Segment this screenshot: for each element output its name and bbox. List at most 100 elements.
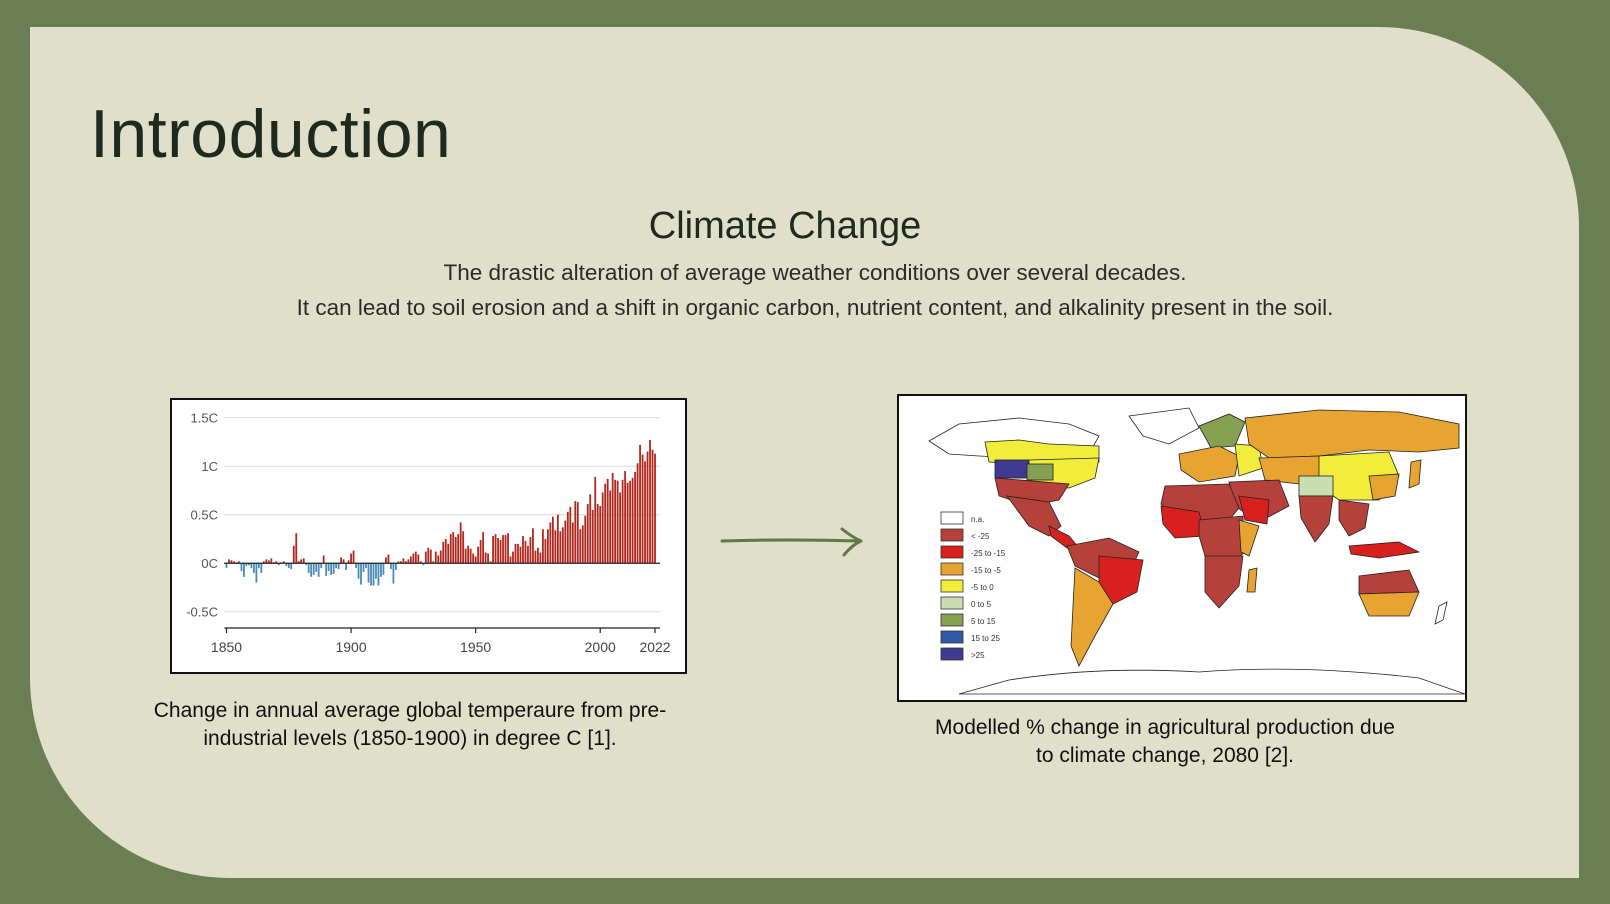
bar <box>407 559 410 564</box>
definition-text: The drastic alteration of average weathe… <box>443 260 1187 285</box>
bar <box>262 561 265 564</box>
bar <box>382 563 385 575</box>
x-tick-label: 2022 <box>639 639 670 655</box>
bar <box>589 494 592 564</box>
bar <box>295 533 298 564</box>
map-region-greenland <box>1128 407 1200 445</box>
bar <box>397 561 400 564</box>
temperature-chart-svg: 1.5C 1C 0.5C 0C -0.5C 1850 1900 1950 2000 2022 <box>186 411 671 655</box>
x-tick-label: 1950 <box>460 639 491 655</box>
bar <box>340 557 342 564</box>
bar <box>651 449 654 564</box>
bar <box>347 560 350 564</box>
bar <box>489 561 492 564</box>
bar <box>442 541 445 564</box>
bar <box>385 557 387 564</box>
bar <box>459 522 462 564</box>
bar <box>322 555 325 564</box>
map-region-west-europe <box>1178 445 1240 483</box>
map-region-central-usa <box>1026 463 1054 481</box>
bar <box>315 563 318 572</box>
bar <box>372 563 375 586</box>
content-panel: Introduction Climate Change The drastic … <box>30 27 1579 878</box>
bar <box>437 555 440 564</box>
bar <box>330 563 333 575</box>
bar <box>342 559 345 564</box>
bar <box>556 514 559 564</box>
x-tick-label: 1850 <box>211 639 242 655</box>
bar <box>586 504 589 564</box>
bar <box>561 527 564 564</box>
bar <box>616 480 619 564</box>
bar <box>250 563 253 569</box>
temperature-chart: 1.5C 1C 0.5C 0C -0.5C 1850 1900 1950 2000 2022 <box>170 398 687 674</box>
bar <box>327 563 330 571</box>
bar <box>320 563 323 569</box>
bar <box>532 528 534 564</box>
legend-label: -5 to 0 <box>971 583 994 592</box>
bar <box>502 535 504 564</box>
y-tick-label: -0.5C <box>186 605 218 620</box>
page-title: Introduction <box>90 96 452 172</box>
bar <box>626 482 629 564</box>
legend-label: < -25 <box>971 532 990 541</box>
bar <box>267 560 270 564</box>
bar <box>362 563 365 572</box>
bar <box>332 563 335 574</box>
bar <box>534 550 537 564</box>
bar <box>644 461 646 564</box>
bar <box>599 505 602 564</box>
map-region-west-usa <box>994 459 1030 479</box>
section-heading: Climate Change <box>648 205 922 247</box>
bar <box>479 539 482 564</box>
bar <box>467 545 470 564</box>
map-region-japan <box>1408 459 1422 489</box>
bar <box>243 563 245 577</box>
y-tick-label: 1.5C <box>191 411 218 426</box>
bar <box>641 454 644 564</box>
bar <box>265 559 268 564</box>
bar <box>634 472 636 564</box>
bar <box>350 553 352 564</box>
bar <box>395 563 397 571</box>
bar <box>482 532 485 564</box>
bar <box>549 522 552 564</box>
map-region-southeast-asia <box>1338 499 1370 537</box>
bar <box>639 444 641 564</box>
bar <box>302 558 305 564</box>
bar <box>604 483 607 564</box>
temperature-chart-caption: Change in annual average global temperau… <box>153 699 667 750</box>
bar <box>365 563 367 569</box>
bar <box>419 561 422 564</box>
bar <box>292 545 295 564</box>
bar <box>257 563 260 569</box>
bar <box>290 563 293 570</box>
bar <box>325 563 328 576</box>
bar <box>375 563 377 579</box>
bar <box>569 506 572 564</box>
bar <box>454 537 457 564</box>
map-region-southern-africa <box>1204 555 1244 609</box>
bar <box>285 563 288 567</box>
map-region-east-china <box>1368 473 1400 501</box>
bar <box>649 440 651 564</box>
bar <box>492 536 494 564</box>
bar <box>631 477 634 564</box>
bar <box>427 547 430 564</box>
bar <box>337 563 340 570</box>
map-region-antarctica <box>958 668 1465 695</box>
bar <box>230 560 233 564</box>
bar <box>424 551 427 564</box>
legend-swatch <box>940 630 964 644</box>
map-region-scandinavia <box>1198 413 1246 449</box>
map-region-madagascar <box>1246 567 1258 593</box>
bar <box>519 546 522 564</box>
map-region-arabia <box>1238 495 1270 525</box>
bar <box>539 552 542 564</box>
bar <box>255 563 258 583</box>
bar <box>377 563 380 586</box>
bar <box>636 463 639 564</box>
bar <box>601 492 604 564</box>
map-region-india <box>1298 495 1334 543</box>
legend-swatch <box>940 613 964 627</box>
